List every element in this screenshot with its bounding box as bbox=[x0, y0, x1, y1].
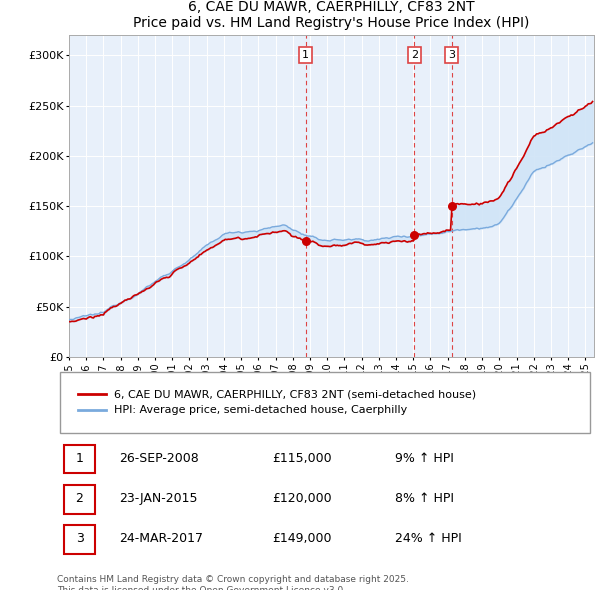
Text: 2: 2 bbox=[76, 492, 83, 505]
Text: 24-MAR-2017: 24-MAR-2017 bbox=[119, 532, 203, 545]
Point bbox=[447, 201, 457, 211]
Point bbox=[301, 236, 310, 245]
FancyBboxPatch shape bbox=[64, 485, 95, 513]
Text: 1: 1 bbox=[76, 452, 83, 465]
Text: 3: 3 bbox=[448, 50, 455, 60]
Legend: 6, CAE DU MAWR, CAERPHILLY, CF83 2NT (semi-detached house), HPI: Average price, : 6, CAE DU MAWR, CAERPHILLY, CF83 2NT (se… bbox=[73, 385, 481, 420]
Text: £149,000: £149,000 bbox=[272, 532, 331, 545]
Title: 6, CAE DU MAWR, CAERPHILLY, CF83 2NT
Price paid vs. HM Land Registry's House Pri: 6, CAE DU MAWR, CAERPHILLY, CF83 2NT Pri… bbox=[133, 0, 530, 30]
Text: 1: 1 bbox=[302, 50, 309, 60]
FancyBboxPatch shape bbox=[64, 445, 95, 473]
Point bbox=[410, 230, 419, 240]
Text: £115,000: £115,000 bbox=[272, 452, 331, 465]
Text: 3: 3 bbox=[76, 532, 83, 545]
Text: Contains HM Land Registry data © Crown copyright and database right 2025.
This d: Contains HM Land Registry data © Crown c… bbox=[57, 575, 409, 590]
Text: 23-JAN-2015: 23-JAN-2015 bbox=[119, 492, 197, 505]
FancyBboxPatch shape bbox=[64, 525, 95, 554]
FancyBboxPatch shape bbox=[59, 372, 590, 433]
Text: 24% ↑ HPI: 24% ↑ HPI bbox=[395, 532, 462, 545]
Text: 9% ↑ HPI: 9% ↑ HPI bbox=[395, 452, 454, 465]
Text: 2: 2 bbox=[411, 50, 418, 60]
Text: £120,000: £120,000 bbox=[272, 492, 331, 505]
Text: 26-SEP-2008: 26-SEP-2008 bbox=[119, 452, 199, 465]
Text: 8% ↑ HPI: 8% ↑ HPI bbox=[395, 492, 454, 505]
